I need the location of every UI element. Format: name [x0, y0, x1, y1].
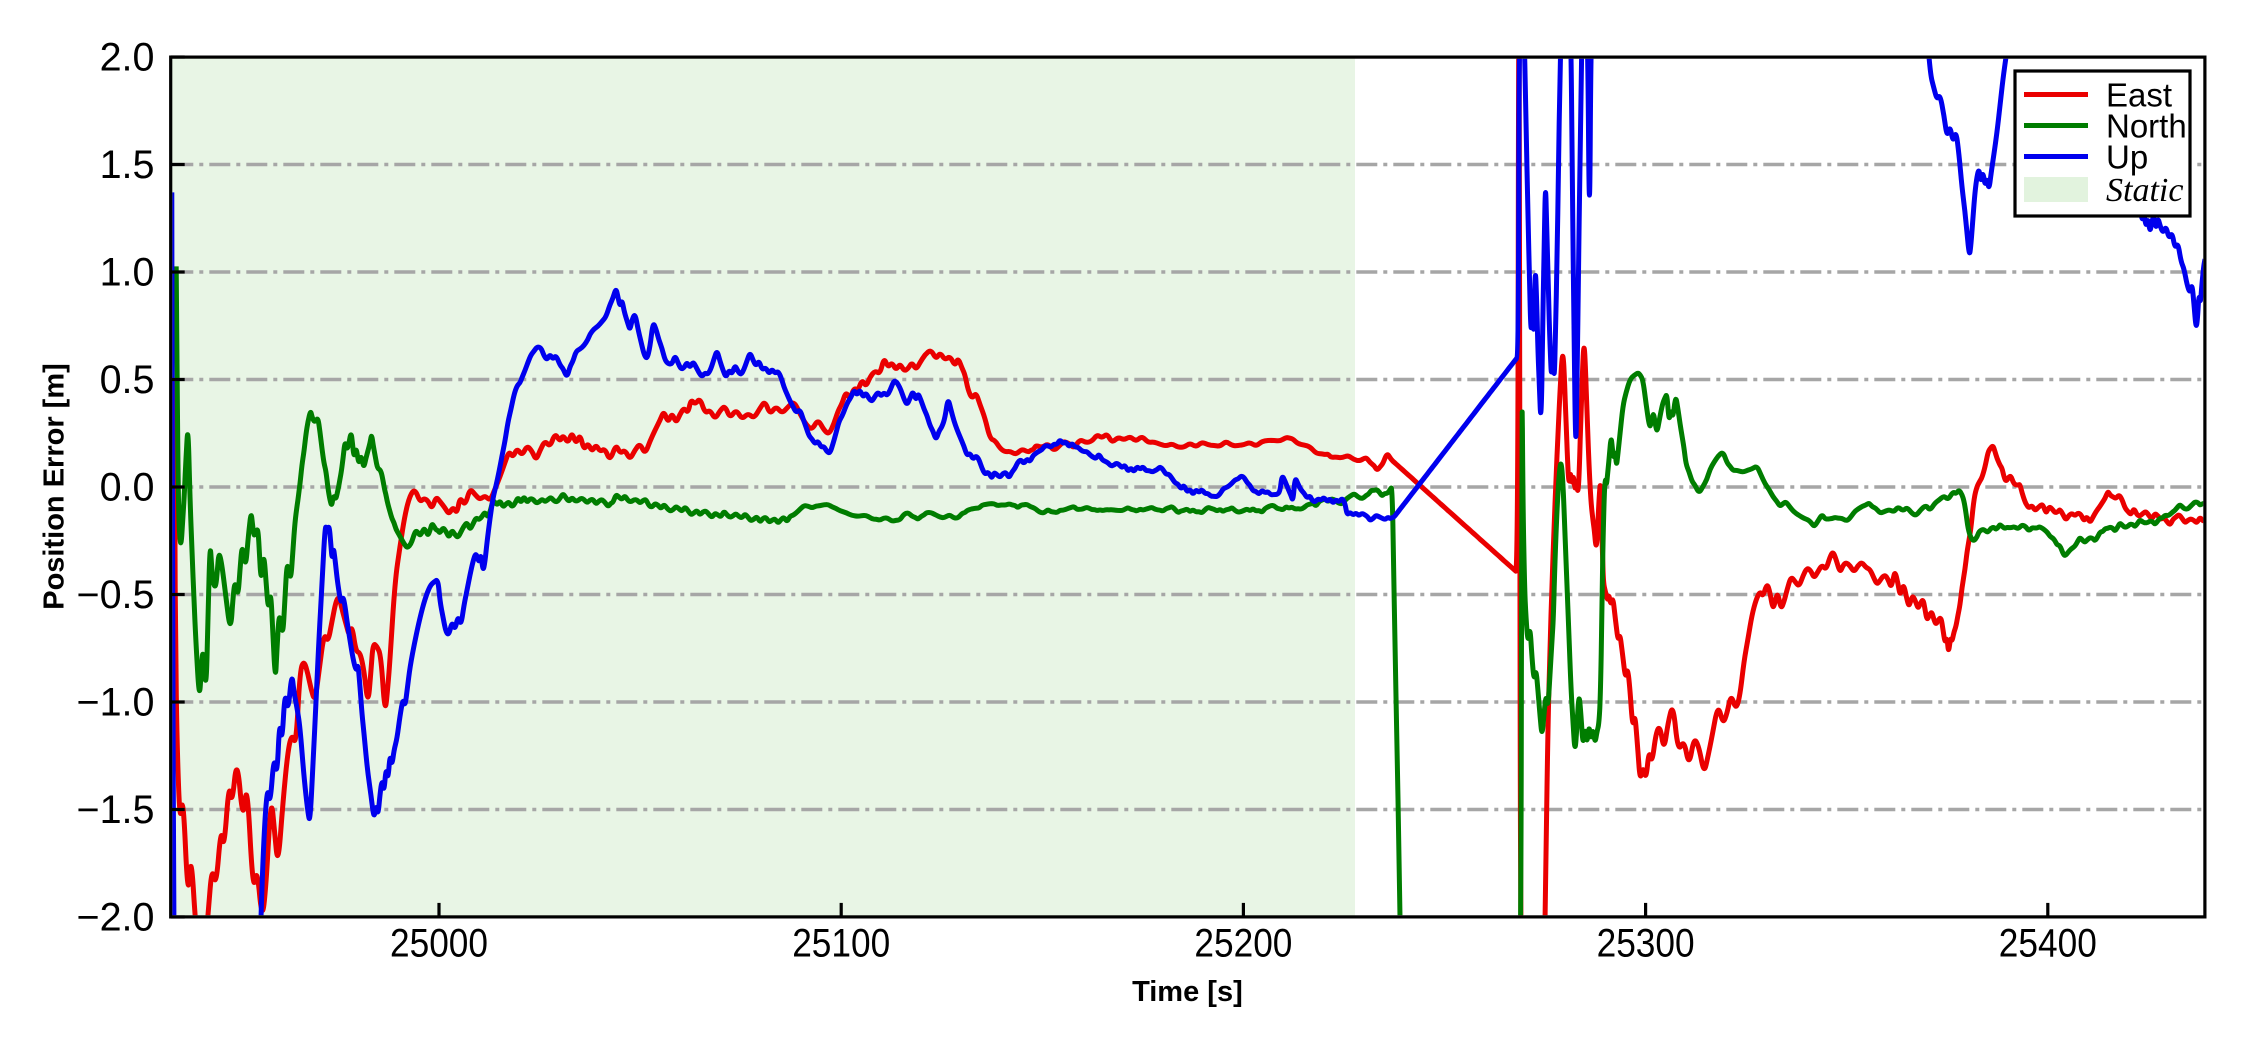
svg-text:Time [s]: Time [s] — [1132, 976, 1243, 1008]
svg-text:Static: Static — [2106, 172, 2183, 209]
svg-text:25300: 25300 — [1597, 922, 1695, 966]
svg-text:East: East — [2106, 77, 2172, 114]
svg-text:0.0: 0.0 — [100, 466, 155, 510]
svg-text:North: North — [2106, 108, 2187, 145]
svg-text:25100: 25100 — [792, 922, 890, 966]
svg-text:1.0: 1.0 — [100, 251, 155, 295]
svg-text:0.5: 0.5 — [100, 358, 155, 402]
svg-text:−1.0: −1.0 — [77, 681, 155, 725]
svg-text:25400: 25400 — [1999, 922, 2097, 966]
svg-text:−0.5: −0.5 — [77, 573, 155, 617]
svg-text:Position Error [m]: Position Error [m] — [39, 363, 71, 610]
svg-text:−1.5: −1.5 — [77, 788, 155, 832]
svg-text:Up: Up — [2106, 139, 2148, 176]
svg-text:25200: 25200 — [1194, 922, 1292, 966]
svg-text:1.5: 1.5 — [100, 143, 155, 187]
svg-text:25000: 25000 — [390, 922, 488, 966]
svg-text:−2.0: −2.0 — [77, 896, 155, 940]
svg-text:2.0: 2.0 — [100, 36, 155, 80]
